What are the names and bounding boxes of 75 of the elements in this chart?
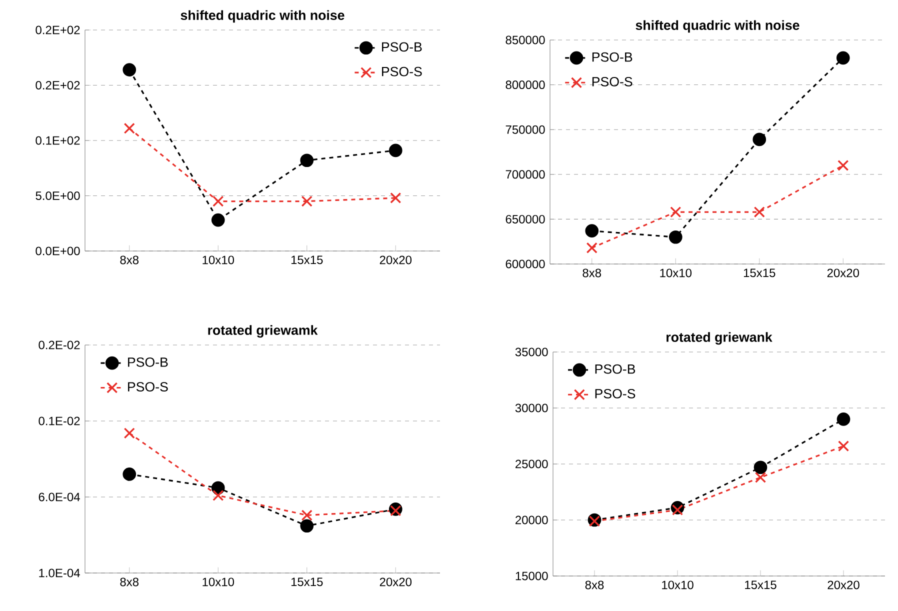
x-tick-label: 15x15 <box>291 256 323 264</box>
point <box>755 472 766 483</box>
point <box>752 132 766 146</box>
x-tick-label: 20x20 <box>827 268 860 278</box>
point <box>122 63 136 76</box>
point <box>302 510 312 521</box>
x-tick-label: 15x15 <box>745 580 776 590</box>
y-tick-label: 0.2E+02 <box>36 80 80 90</box>
point <box>670 206 681 218</box>
legend-label: PSO-S <box>128 382 168 392</box>
x-tick-label: 20x20 <box>380 256 412 264</box>
y-tick-label: 30000 <box>515 404 548 412</box>
point <box>300 519 314 533</box>
y-tick-label: 6.0E-04 <box>38 492 80 502</box>
point <box>668 230 682 244</box>
chart-title: shifted quadric with noise <box>180 10 344 23</box>
point <box>838 160 848 171</box>
y-tick-label: 15000 <box>516 572 548 580</box>
legend-label: PSO-B <box>595 364 636 374</box>
legend-label: PSO-S <box>592 76 632 86</box>
chart-title: rotated griewank <box>666 332 772 345</box>
point <box>300 154 314 168</box>
x-tick-label: 10x10 <box>660 268 692 278</box>
x-tick-label: 8x8 <box>582 268 602 278</box>
y-tick-label: 0.0E+00 <box>36 246 80 256</box>
x-tick-label: 8x8 <box>120 578 139 586</box>
chart-title: rotated griewamk <box>208 325 318 338</box>
point <box>212 196 224 207</box>
y-tick-label: 650000 <box>506 214 545 224</box>
point <box>302 196 312 207</box>
y-tick-label: 800000 <box>506 80 545 90</box>
y-tick-label: 700000 <box>506 170 545 179</box>
y-tick-label: 600000 <box>506 260 545 268</box>
legend-label: PSO-B <box>382 42 422 52</box>
x-tick-label: 20x20 <box>828 580 860 590</box>
x-tick-label: 15x15 <box>291 578 323 586</box>
point <box>211 213 225 227</box>
point <box>212 490 224 501</box>
x-tick-label: 10x10 <box>662 580 694 590</box>
point <box>585 224 599 238</box>
legend-label: PSO-B <box>128 357 168 367</box>
point <box>838 440 849 452</box>
point <box>836 51 850 65</box>
y-tick-label: 850000 <box>506 36 545 44</box>
y-tick-label: 0.1E+02 <box>36 136 80 145</box>
legend-label: PSO-S <box>595 388 636 398</box>
y-tick-label: 0.2E+02 <box>36 26 80 34</box>
x-tick-label: 10x10 <box>202 578 234 586</box>
point <box>672 504 683 516</box>
y-tick-label: 5.0E+00 <box>36 191 80 200</box>
y-tick-label: 750000 <box>506 125 545 134</box>
legend-label: PSO-B <box>592 52 632 62</box>
point <box>754 460 768 474</box>
chart-title: shifted quadric with noise <box>636 20 800 33</box>
x-tick-label: 8x8 <box>120 256 139 264</box>
point <box>388 144 402 158</box>
point <box>754 206 765 218</box>
y-tick-label: 20000 <box>516 516 548 524</box>
point <box>836 412 850 426</box>
x-tick-label: 10x10 <box>202 256 234 264</box>
legend-label: PSO-S <box>382 66 422 76</box>
x-tick-label: 15x15 <box>744 268 776 278</box>
point <box>124 428 135 438</box>
y-tick-label: 0.2E-02 <box>38 340 80 350</box>
point <box>390 505 401 516</box>
y-tick-label: 35000 <box>515 348 548 356</box>
y-tick-label: 1.0E-04 <box>39 568 80 578</box>
y-tick-label: 25000 <box>516 460 548 468</box>
y-tick-label: 0.1E-02 <box>38 416 80 426</box>
point <box>124 123 135 134</box>
point <box>589 516 600 526</box>
point <box>122 468 136 481</box>
x-tick-label: 20x20 <box>380 578 412 586</box>
x-tick-label: 8x8 <box>585 580 604 590</box>
point <box>390 192 401 204</box>
